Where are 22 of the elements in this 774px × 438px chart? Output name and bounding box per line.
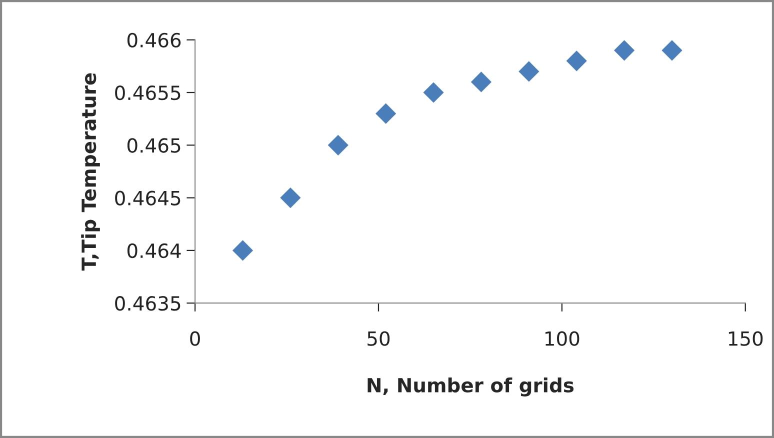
x-tick-label: 0 — [190, 331, 200, 346]
y-tick-label: 0.464 — [127, 243, 181, 258]
point — [614, 40, 635, 61]
x-tick-label: 100 — [546, 331, 580, 346]
point — [470, 72, 492, 92]
x-tick-label: 150 — [728, 331, 763, 346]
point — [376, 103, 396, 124]
point — [662, 40, 682, 61]
y-tick-label: 0.4655 — [115, 85, 180, 100]
point — [280, 188, 301, 208]
y-tick-label: 0.4645 — [115, 190, 180, 206]
y-tick-label: 0.465 — [127, 138, 180, 153]
x-axis-title: N, Number of grids — [368, 377, 574, 396]
point — [518, 61, 540, 82]
y-axis-title: T,Tip Temperature — [81, 73, 100, 271]
point — [232, 240, 254, 261]
y-tick-label: 0.466 — [127, 32, 181, 48]
x-tick-label: 50 — [368, 331, 390, 346]
y-tick-label: 0.4635 — [115, 296, 180, 311]
point — [328, 134, 348, 156]
point — [423, 82, 444, 103]
point — [566, 50, 587, 72]
